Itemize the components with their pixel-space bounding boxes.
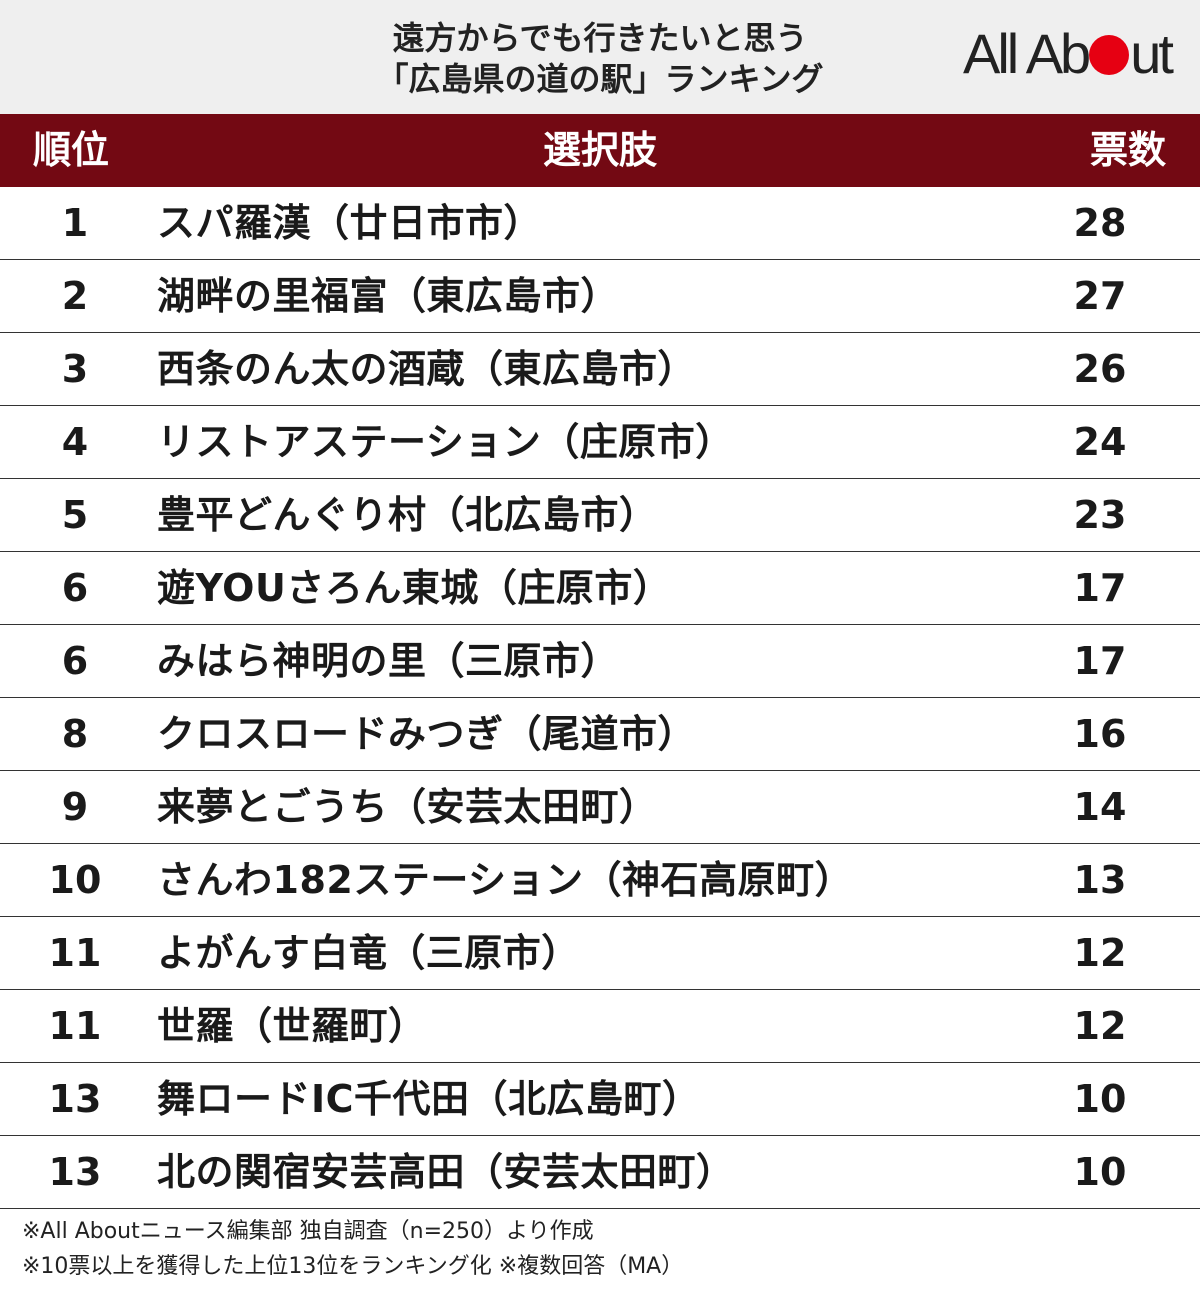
row-rank: 13 [48, 1150, 102, 1194]
table-row: 8 クロスロードみつぎ（尾道市） 16 [0, 698, 1200, 771]
row-rank: 8 [61, 712, 89, 756]
table-row: 5 豊平どんぐり村（北広島市） 23 [0, 479, 1200, 552]
row-name: 北の関宿安芸高田（安芸太田町） [157, 1150, 735, 1194]
row-name: 舞ロードIC千代田（北広島町） [157, 1077, 701, 1121]
row-votes: 12 [1073, 931, 1127, 975]
logo-text-end: ut [1130, 22, 1174, 85]
row-name: よがんす白竜（三原市） [157, 931, 580, 975]
all-about-logo: All Ab ut [963, 22, 1174, 85]
header: 遠方からでも行きたいと思う 「広島県の道の駅」ランキング All Ab ut [0, 0, 1200, 114]
column-header-rank: 順位 [33, 128, 110, 172]
row-votes: 10 [1073, 1077, 1127, 1121]
table-row: 6 遊YOUさろん東城（庄原市） 17 [0, 552, 1200, 625]
table-row: 13 北の関宿安芸高田（安芸太田町） 10 [0, 1136, 1200, 1209]
row-votes: 10 [1073, 1150, 1127, 1194]
table-row: 3 西条のん太の酒蔵（東広島市） 26 [0, 333, 1200, 406]
row-name: 西条のん太の酒蔵（東広島市） [157, 347, 697, 391]
footnotes: ※All Aboutニュース編集部 独自調査（n=250）より作成 ※10票以上… [22, 1214, 683, 1284]
row-votes: 24 [1073, 420, 1127, 464]
row-rank: 2 [61, 274, 89, 318]
row-rank: 1 [61, 201, 89, 245]
row-name: リストアステーション（庄原市） [157, 420, 734, 464]
row-rank: 11 [48, 931, 102, 975]
ranking-table-body: 1 スパ羅漢（廿日市市） 28 2 湖畔の里福富（東広島市） 27 3 西条のん… [0, 187, 1200, 1209]
row-votes: 23 [1073, 493, 1127, 537]
row-name: クロスロードみつぎ（尾道市） [157, 712, 697, 756]
logo-red-dot-icon [1089, 35, 1130, 75]
row-name: 豊平どんぐり村（北広島市） [157, 493, 658, 537]
table-row: 13 舞ロードIC千代田（北広島町） 10 [0, 1063, 1200, 1136]
row-votes: 28 [1073, 201, 1127, 245]
table-row: 9 来夢とごうち（安芸太田町） 14 [0, 771, 1200, 844]
row-rank: 5 [61, 493, 89, 537]
row-name: みはら神明の里（三原市） [157, 639, 620, 683]
row-votes: 17 [1073, 639, 1127, 683]
row-rank: 6 [61, 639, 89, 683]
page-title: 遠方からでも行きたいと思う 「広島県の道の駅」ランキング [0, 18, 1200, 100]
row-name: さんわ182ステーション（神石高原町） [157, 858, 854, 902]
row-rank: 13 [48, 1077, 102, 1121]
column-header-votes: 票数 [1089, 128, 1166, 172]
table-row: 1 スパ羅漢（廿日市市） 28 [0, 187, 1200, 260]
table-row: 2 湖畔の里福富（東広島市） 27 [0, 260, 1200, 333]
row-votes: 14 [1073, 785, 1127, 829]
row-name: 湖畔の里福富（東広島市） [157, 274, 620, 318]
footnote-source: ※All Aboutニュース編集部 独自調査（n=250）より作成 [22, 1219, 594, 1244]
table-row: 11 世羅（世羅町） 12 [0, 990, 1200, 1063]
row-votes: 26 [1073, 347, 1127, 391]
row-name: 遊YOUさろん東城（庄原市） [157, 566, 672, 610]
title-line-1: 遠方からでも行きたいと思う [392, 19, 808, 57]
row-rank: 10 [48, 858, 102, 902]
row-votes: 17 [1073, 566, 1127, 610]
row-votes: 27 [1073, 274, 1127, 318]
row-votes: 12 [1073, 1004, 1127, 1048]
table-row: 10 さんわ182ステーション（神石高原町） 13 [0, 844, 1200, 917]
row-votes: 13 [1073, 858, 1127, 902]
table-row: 11 よがんす白竜（三原市） 12 [0, 917, 1200, 990]
row-name: 来夢とごうち（安芸太田町） [157, 785, 658, 829]
table-row: 6 みはら神明の里（三原市） 17 [0, 625, 1200, 698]
footnote-method: ※10票以上を獲得した上位13位をランキング化 ※複数回答（MA） [22, 1254, 684, 1279]
title-line-2: 「広島県の道の駅」ランキング [376, 60, 824, 98]
column-header-choice: 選択肢 [542, 128, 657, 172]
table-header: 選択肢 順位 票数 [0, 114, 1200, 187]
row-name: 世羅（世羅町） [157, 1004, 427, 1048]
row-rank: 3 [61, 347, 89, 391]
row-rank: 11 [48, 1004, 102, 1048]
row-name: スパ羅漢（廿日市市） [157, 201, 543, 245]
table-row: 4 リストアステーション（庄原市） 24 [0, 406, 1200, 479]
row-rank: 4 [61, 420, 89, 464]
row-votes: 16 [1073, 712, 1127, 756]
row-rank: 9 [61, 785, 89, 829]
logo-text-start: All Ab [963, 22, 1091, 85]
row-rank: 6 [61, 566, 89, 610]
